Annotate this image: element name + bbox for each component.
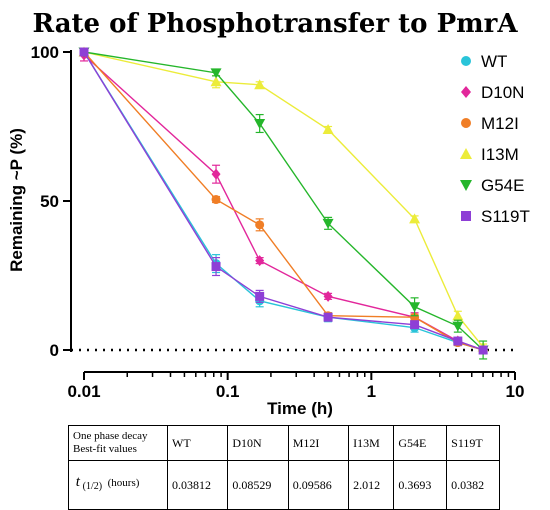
data-point-g54e [409, 302, 421, 313]
half-life-subscript: (1/2) [82, 481, 103, 493]
legend-label-m12i: M12I [481, 114, 519, 133]
x-tick-label: 0.01 [67, 382, 100, 401]
col-header-d10n: D10N [227, 425, 289, 461]
data-point-d10n [211, 168, 221, 180]
col-header-s119t: S119T [446, 425, 500, 461]
data-point-s119t [79, 47, 89, 57]
legend-marker-i13m [460, 148, 472, 159]
table-header-row: One phase decay Best-fit values WT D10N … [68, 425, 500, 461]
half-life-label: t (1/2) (hours) [68, 460, 168, 510]
legend-marker-s119t [461, 211, 471, 221]
y-axis-label: Remaining ~P (%) [7, 128, 26, 272]
y-tick-label: 50 [40, 192, 59, 211]
value-wt: 0.03812 [166, 460, 229, 510]
series-line-wt [83, 51, 484, 351]
data-point-i13m [409, 213, 421, 224]
series-g54e [78, 47, 489, 360]
y-tick-label: 0 [50, 341, 59, 360]
x-tick-label: 10 [506, 382, 525, 401]
col-header-i13m: I13M [348, 425, 395, 461]
data-point-m12i [410, 312, 420, 322]
series-m12i [79, 47, 488, 355]
value-g54e: 0.3693 [393, 460, 448, 510]
col-header-m12i: M12I [287, 425, 350, 461]
y-tick-label: 100 [31, 43, 59, 62]
series-line-m12i [83, 51, 484, 351]
legend-marker-d10n [461, 86, 471, 98]
best-fit-table: One phase decay Best-fit values WT D10N … [68, 425, 500, 510]
series-d10n [79, 48, 488, 356]
data-point-i13m [254, 79, 266, 90]
data-point-m12i [255, 220, 265, 230]
header-label-line2: Best-fit values [73, 443, 137, 455]
data-point-d10n [255, 255, 265, 267]
legend-label-i13m: I13M [481, 145, 519, 164]
data-point-s119t [410, 320, 420, 330]
data-point-s119t [453, 336, 463, 346]
value-m12i: 0.09586 [287, 460, 350, 510]
data-point-g54e [452, 321, 464, 332]
series-s119t [79, 47, 488, 355]
value-i13m: 2.012 [348, 460, 395, 510]
chart-title: Rate of Phosphotransfer to PmrA [33, 9, 519, 39]
data-point-i13m [322, 123, 334, 134]
series-line-d10n [83, 54, 484, 351]
legend-marker-m12i [461, 118, 471, 128]
table-header-label: One phase decay Best-fit values [68, 425, 168, 461]
header-label-line1: One phase decay [73, 430, 148, 442]
legend-label-d10n: D10N [481, 83, 524, 102]
data-point-d10n [323, 290, 333, 302]
legend-label-s119t: S119T [481, 207, 530, 226]
data-point-s119t [211, 262, 221, 272]
series-i13m [78, 46, 489, 352]
legend-label-g54e: G54E [481, 176, 524, 195]
value-s119t: 0.0382 [446, 460, 500, 510]
x-tick-label: 1 [367, 382, 376, 401]
data-point-s119t [478, 345, 488, 355]
x-axis-label: Time (h) [267, 399, 333, 418]
x-tick-label: 0.1 [216, 382, 240, 401]
table-value-row: t (1/2) (hours) 0.03812 0.08529 0.09586 … [68, 460, 500, 510]
half-life-symbol: t [75, 474, 80, 491]
series-line-i13m [83, 51, 484, 348]
data-point-i13m [452, 310, 464, 321]
data-point-m12i [211, 195, 221, 205]
half-life-unit: (hours) [107, 477, 140, 490]
data-point-g54e [322, 218, 334, 229]
series-wt [79, 47, 488, 355]
chart: Rate of Phosphotransfer to PmrA 0.01 0.1 1… [7, 9, 530, 418]
data-point-s119t [323, 312, 333, 322]
legend: WT D10N M12I I13M G54E S119T [460, 52, 530, 226]
legend-marker-wt [461, 56, 471, 66]
data-point-g54e [254, 119, 266, 130]
data-point-s119t [255, 291, 265, 301]
legend-label-wt: WT [481, 52, 507, 71]
series-line-g54e [83, 51, 484, 351]
col-header-wt: WT [166, 425, 229, 461]
legend-marker-g54e [460, 180, 472, 191]
data-point-g54e [210, 68, 222, 79]
data-point-i13m [210, 76, 222, 87]
col-header-g54e: G54E [393, 425, 448, 461]
series-line-s119t [83, 51, 484, 351]
value-d10n: 0.08529 [227, 460, 289, 510]
